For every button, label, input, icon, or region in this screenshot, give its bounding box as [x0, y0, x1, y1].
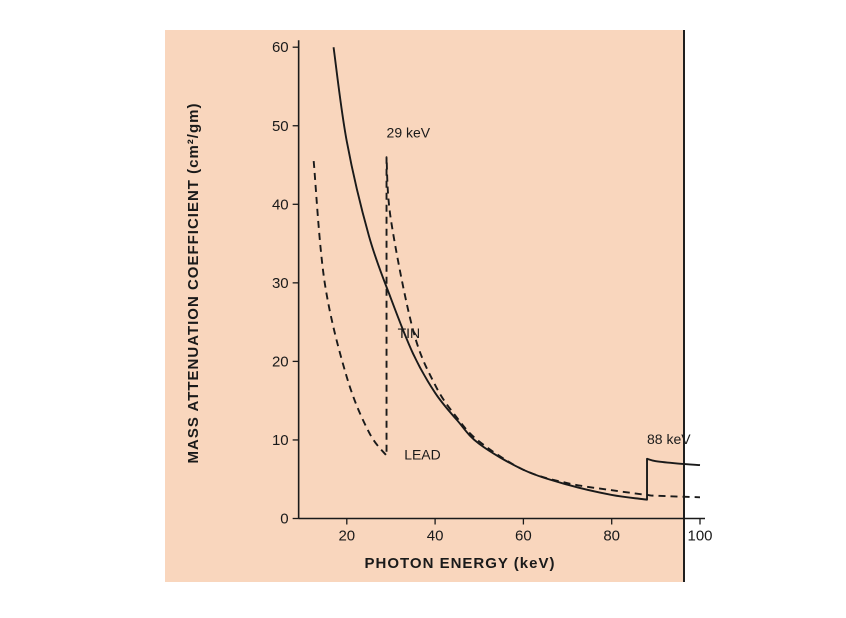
annotation-label: TIN — [398, 325, 421, 341]
annotation-label: LEAD — [404, 447, 441, 463]
y-tick-label: 60 — [272, 39, 289, 56]
annotation-label: 88 keV — [647, 431, 691, 447]
y-axis-title: MASS ATTENUATION COEFFICIENT (cm²/gm) — [185, 103, 202, 464]
x-tick-label: 100 — [687, 528, 712, 545]
series-tin-line — [312, 156, 701, 499]
panel-right-border — [683, 30, 685, 582]
x-tick-label: 80 — [603, 528, 620, 545]
y-tick-label: 50 — [272, 118, 289, 135]
y-tick-label: 10 — [272, 432, 289, 449]
y-tick-label: 0 — [280, 511, 288, 528]
x-axis-title: PHOTON ENERGY (keV) — [365, 555, 556, 572]
axes — [297, 40, 705, 520]
y-tick-label: 20 — [272, 353, 289, 370]
y-tick-label: 30 — [272, 275, 289, 292]
chart-background — [165, 30, 683, 582]
x-tick-label: 40 — [427, 528, 444, 545]
y-tick-label: 40 — [272, 196, 289, 213]
series-layer — [312, 47, 701, 501]
annotations: 29 keV 88 keV TIN LEAD — [387, 125, 692, 463]
x-tick-label: 20 — [338, 528, 355, 545]
axis-ticks: 20 40 60 80 100 0 10 20 30 40 50 60 — [272, 39, 713, 544]
series-lead-line — [332, 47, 701, 501]
annotation-label: 29 keV — [387, 125, 431, 141]
x-tick-label: 60 — [515, 528, 532, 545]
